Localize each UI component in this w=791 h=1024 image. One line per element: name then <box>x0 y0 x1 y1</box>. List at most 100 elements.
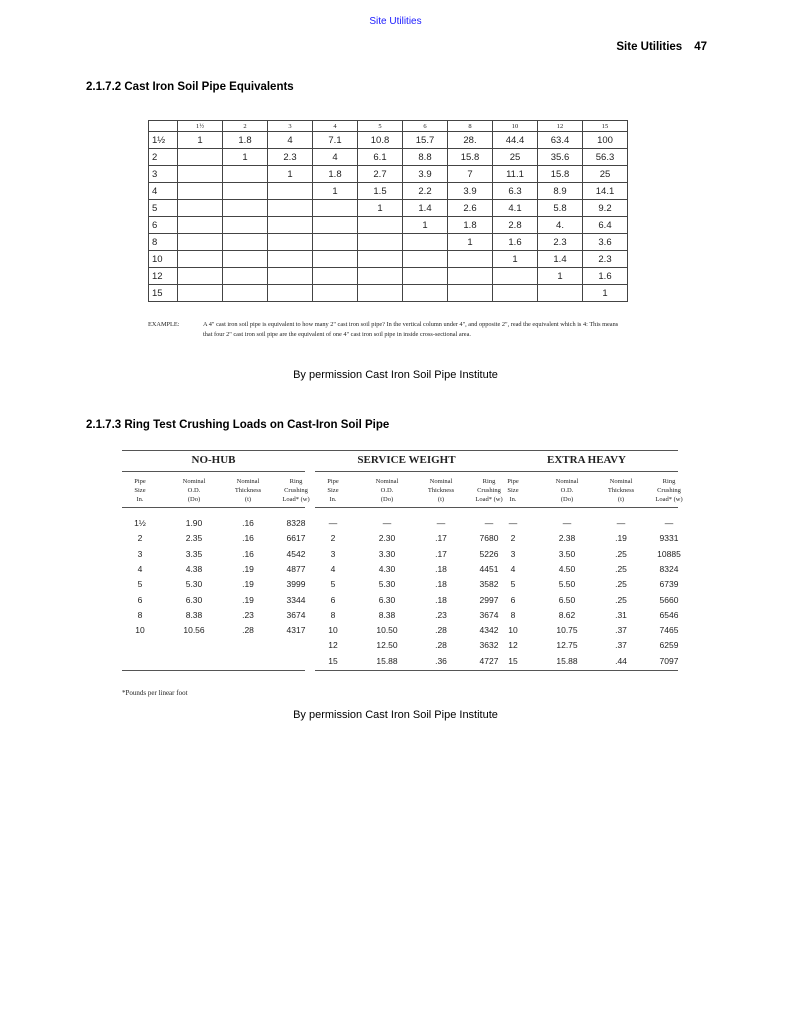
site-utilities-link[interactable]: Site Utilities <box>369 16 422 27</box>
table-cell: 2.6 <box>447 199 493 217</box>
table-cell: — <box>562 518 572 528</box>
page-number: 47 <box>694 41 707 53</box>
table-cell <box>267 284 313 302</box>
example-note: EXAMPLE: A 4" cast iron soil pipe is equ… <box>148 320 628 340</box>
table-cell: 1.6 <box>582 267 628 285</box>
table-cell: — <box>508 518 518 528</box>
table-cell: 7465 <box>659 625 679 636</box>
table-cell: .28 <box>435 640 447 651</box>
table-cell <box>312 216 358 234</box>
table-cell: — <box>484 518 494 528</box>
column-header: 6 <box>402 120 448 132</box>
table-cell <box>267 199 313 217</box>
group-title: EXTRA HEAVY <box>547 454 626 466</box>
column-header: Ring Crushing Load* (w) <box>655 478 683 503</box>
table-cell: .18 <box>435 594 447 605</box>
table-cell <box>222 233 268 251</box>
table-cell: 7.1 <box>312 131 358 149</box>
table-cell: 12.50 <box>376 640 398 651</box>
table-cell: .17 <box>435 548 447 559</box>
column-header: 5 <box>357 120 403 132</box>
column-header: 2 <box>222 120 268 132</box>
table-cell <box>447 267 493 285</box>
table-cell <box>177 284 223 302</box>
running-title: Site Utilities <box>616 41 683 53</box>
table-cell: 8 <box>510 609 516 620</box>
table-cell <box>492 284 538 302</box>
table-cell: 6739 <box>659 579 679 590</box>
table-row: 1½ 1 1.8 4 7.1 10.8 15.7 28. 44.4 63.4 100 <box>148 131 628 149</box>
table-cell: — <box>328 518 338 528</box>
table-cell: 9331 <box>659 533 679 544</box>
row-header: 4 <box>148 182 178 200</box>
table-cell: — <box>436 518 446 528</box>
table-cell <box>537 284 583 302</box>
header-rule <box>495 507 678 508</box>
table-cell: 2.3 <box>267 148 313 166</box>
table-cell <box>222 165 268 183</box>
table-cell: 2.7 <box>357 165 403 183</box>
table-cell: 3.9 <box>447 182 493 200</box>
table-cell <box>267 250 313 268</box>
table-cell <box>357 284 403 302</box>
table-cell: 4727 <box>479 655 499 666</box>
table-cell: 5.8 <box>537 199 583 217</box>
table-cell: 7680 <box>479 533 499 544</box>
column-header: Pipe Size In. <box>507 478 519 503</box>
table-cell: .19 <box>615 533 627 544</box>
column-header: 15 <box>582 120 628 132</box>
table-cell <box>312 199 358 217</box>
header-row: 1½ 2 3 4 5 6 8 10 12 15 <box>148 120 628 132</box>
table-cell: 4 <box>330 563 336 574</box>
row-header: 15 <box>148 284 178 302</box>
table-cell: 15.88 <box>556 655 578 666</box>
table-cell: 8328 <box>286 518 306 528</box>
table-cell <box>222 250 268 268</box>
table-cell: 1 <box>402 216 448 234</box>
table-cell: 1.6 <box>492 233 538 251</box>
table-row: 15 1 <box>148 284 628 302</box>
table-cell: .28 <box>242 625 254 636</box>
table-cell: .17 <box>435 533 447 544</box>
table-cell <box>312 250 358 268</box>
row-header: 12 <box>148 267 178 285</box>
table-cell <box>222 216 268 234</box>
table-cell: .23 <box>435 609 447 620</box>
table-cell: .28 <box>435 625 447 636</box>
table-cell: 3 <box>137 548 143 559</box>
table-cell: 2 <box>510 533 516 544</box>
table-cell: 56.3 <box>582 148 628 166</box>
table-cell: 4. <box>537 216 583 234</box>
column-header: Nominal Thickness (t) <box>234 478 262 503</box>
row-header: 2 <box>148 148 178 166</box>
table-cell <box>222 284 268 302</box>
table-cell: 6259 <box>659 640 679 651</box>
table-cell: 2.2 <box>402 182 448 200</box>
table-cell <box>402 267 448 285</box>
table-cell: 11.1 <box>492 165 538 183</box>
table-cell: 4.1 <box>492 199 538 217</box>
table-cell: .37 <box>615 640 627 651</box>
table-cell: 15.8 <box>537 165 583 183</box>
table-cell <box>447 284 493 302</box>
table-cell: 15.7 <box>402 131 448 149</box>
table-cell <box>357 250 403 268</box>
section-heading-ring-test: 2.1.7.3 Ring Test Crushing Loads on Cast… <box>86 419 390 431</box>
table-cell: 3 <box>510 548 516 559</box>
table-cell: 5660 <box>659 594 679 605</box>
table-cell: 6.3 <box>492 182 538 200</box>
row-header: 8 <box>148 233 178 251</box>
table-cell <box>447 250 493 268</box>
top-rule <box>122 450 678 451</box>
table-cell: .25 <box>615 548 627 559</box>
table-cell: 6.50 <box>558 594 576 605</box>
table-row: 8 1 1.6 2.3 3.6 <box>148 233 628 251</box>
table-cell <box>177 267 223 285</box>
table-cell <box>177 216 223 234</box>
column-header: Ring Crushing Load* (w) <box>475 478 503 503</box>
table-cell: .36 <box>435 655 447 666</box>
table-cell: 3582 <box>479 579 499 590</box>
bottom-rule <box>122 670 305 671</box>
table-cell: .44 <box>615 655 627 666</box>
